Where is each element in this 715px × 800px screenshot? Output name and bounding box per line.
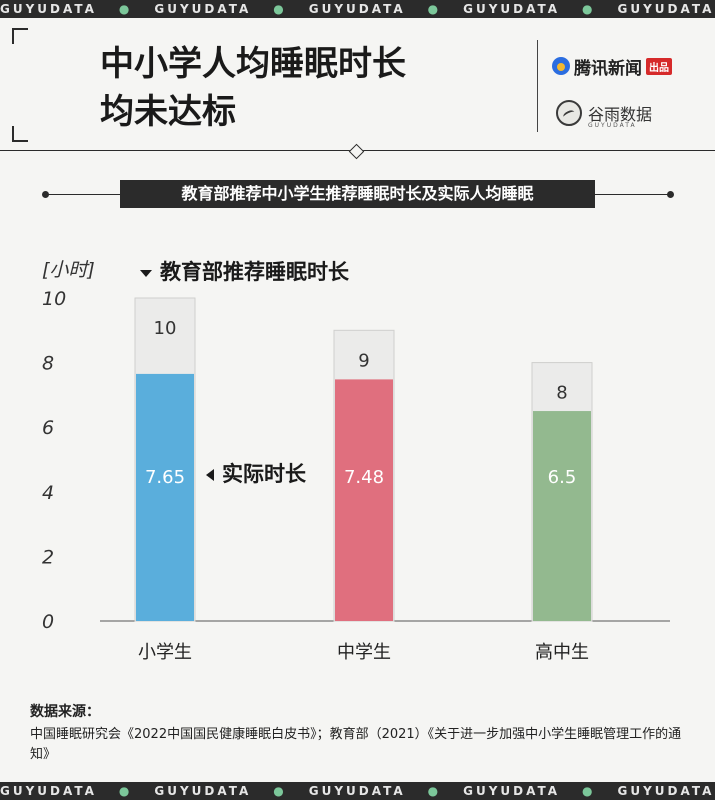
brand-strip-segment: GUYUDATA ● <box>154 0 286 18</box>
bar-chart: [小时] 0 2 4 6 8 10 10 7.65 小学生 9 7.48 中学生 8 6.5 高中生 <box>42 259 670 663</box>
recommended-value-label: 9 <box>358 350 369 371</box>
y-tick-label: 6 <box>42 417 54 439</box>
tencent-logo-icon <box>552 57 570 75</box>
brand-strip-segment: GUYUDATA ● <box>154 782 286 800</box>
dot-icon: ● <box>118 2 133 16</box>
x-tick-label: 小学生 <box>138 642 192 663</box>
brand-strip-segment: GUYUDATA● <box>618 782 715 800</box>
top-brand-strip: GUYUDATA ● GUYUDATA ● GUYUDATA ● GUYUDATA ● GUYU… <box>0 0 715 18</box>
y-tick-label: 0 <box>42 611 54 633</box>
subhead-dot <box>667 191 674 198</box>
title-line-1: 中小学人均睡眠时长 <box>100 44 406 84</box>
actual-value-label: 6.5 <box>548 467 577 488</box>
dot-icon: ● <box>118 784 133 798</box>
x-tick-label: 中学生 <box>337 642 391 663</box>
page-title: 中小学人均睡眠时长 均未达标 <box>100 40 406 136</box>
source-heading: 数据来源： <box>30 704 100 720</box>
brand-strip-text: GUYUDATA <box>463 2 561 16</box>
guyu-data-logo: 谷雨数据 GUYUDATA <box>556 100 653 129</box>
brand-strip-segment: GUYUDATA● <box>618 0 715 18</box>
brand-strip-text: GUYUDATA <box>0 784 97 798</box>
header-divider <box>537 40 538 132</box>
actual-bar <box>335 379 393 621</box>
brand-strip-text: GUYUDATA <box>154 784 252 798</box>
actual-bar <box>533 411 591 621</box>
dot-icon: ● <box>427 784 442 798</box>
recommended-annotation: 教育部推荐睡眠时长 <box>140 256 349 286</box>
triangle-left-icon <box>206 469 214 481</box>
dot-icon: ● <box>582 2 596 16</box>
brand-strip-segment: GUYUDATA ● <box>309 782 441 800</box>
title-line-2: 均未达标 <box>100 92 236 132</box>
brand-strip-segment: GUYUDATA ● <box>0 782 132 800</box>
brand-strip-text: GUYUDATA <box>308 2 406 16</box>
y-tick-label: 2 <box>42 546 54 568</box>
source-text: 中国睡眠研究会《2022中国国民健康睡眠白皮书》；教育部（2021）《关于进一步… <box>30 727 682 762</box>
recommended-value-label: 8 <box>556 383 567 404</box>
brand-strip-text: GUYUDATA <box>617 2 715 16</box>
corner-bracket <box>12 126 28 142</box>
source-note: 数据来源： 中国睡眠研究会《2022中国国民健康睡眠白皮书》；教育部（2021）… <box>30 701 700 765</box>
brand-strip-segment: GUYUDATA ● <box>309 0 441 18</box>
actual-value-label: 7.48 <box>344 467 384 488</box>
brand-strip-segment: GUYUDATA ● <box>0 0 132 18</box>
guyu-logo-subtext: GUYUDATA <box>588 122 637 129</box>
recommended-value-label: 10 <box>154 318 177 339</box>
actual-bar <box>136 373 194 621</box>
brand-strip-text: GUYUDATA <box>0 2 97 16</box>
dot-icon: ● <box>273 2 287 16</box>
infographic-card: 中小学人均睡眠时长 均未达标 腾讯新闻 出品 谷雨数据 GUYUDATA 教育部… <box>0 18 715 782</box>
dot-icon: ● <box>273 784 287 798</box>
recommended-annotation-label: 教育部推荐睡眠时长 <box>160 260 349 284</box>
chart-subtitle: 教育部推荐中小学生推荐睡眠时长及实际人均睡眠 <box>120 180 595 208</box>
tencent-news-logo: 腾讯新闻 出品 <box>552 54 672 79</box>
brand-strip-text: GUYUDATA <box>617 784 715 798</box>
actual-value-label: 7.65 <box>145 467 185 488</box>
y-tick-label: 8 <box>42 353 54 375</box>
x-tick-label: 高中生 <box>535 642 589 663</box>
brand-strip-text: GUYUDATA <box>308 784 406 798</box>
y-axis-label: [小时] <box>42 259 95 281</box>
y-tick-label: 10 <box>42 288 66 310</box>
bottom-brand-strip: GUYUDATA ● GUYUDATA ● GUYUDATA ● GUYUDATA ● GUYU… <box>0 782 715 800</box>
tencent-logo-badge: 出品 <box>646 57 672 75</box>
brand-strip-text: GUYUDATA <box>154 2 252 16</box>
leaf-icon <box>556 100 582 126</box>
header: 中小学人均睡眠时长 均未达标 腾讯新闻 出品 谷雨数据 GUYUDATA <box>0 18 715 151</box>
tencent-logo-text: 腾讯新闻 <box>574 58 642 79</box>
y-tick-label: 4 <box>42 482 54 504</box>
dot-icon: ● <box>582 784 596 798</box>
actual-annotation: 实际时长 <box>206 458 306 488</box>
brand-strip-segment: GUYUDATA ● <box>463 782 595 800</box>
triangle-down-icon <box>140 269 152 277</box>
corner-bracket <box>12 28 28 44</box>
brand-strip-text: GUYUDATA <box>463 784 561 798</box>
dot-icon: ● <box>427 2 442 16</box>
brand-strip-segment: GUYUDATA ● <box>463 0 595 18</box>
actual-annotation-label: 实际时长 <box>222 462 306 486</box>
guyu-logo-text: 谷雨数据 <box>588 105 653 124</box>
subhead-dot <box>42 191 49 198</box>
